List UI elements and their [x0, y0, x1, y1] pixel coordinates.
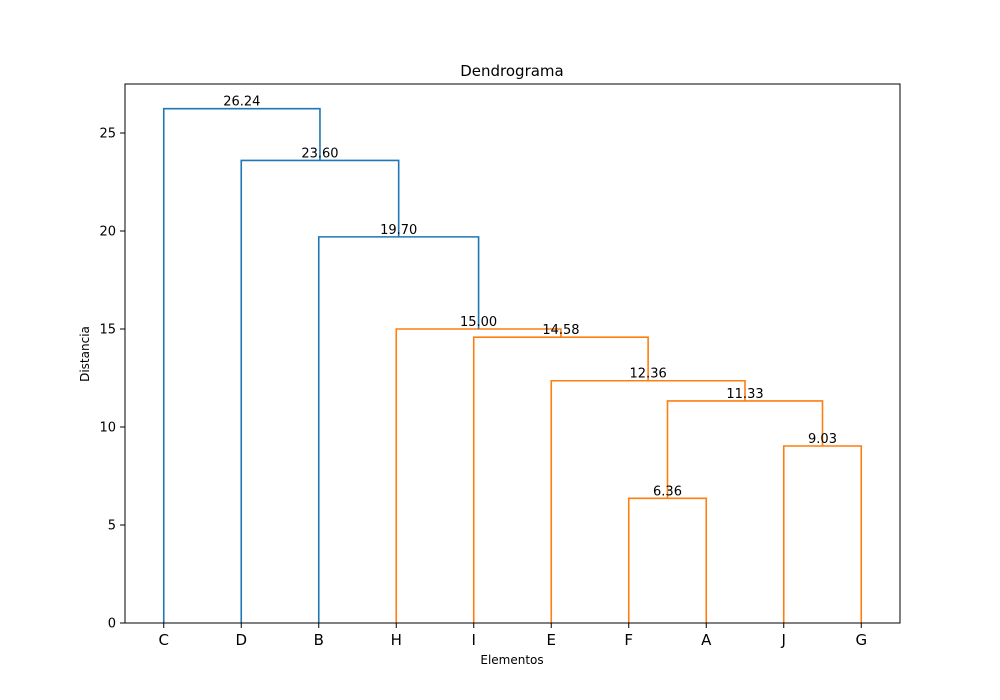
y-tick-label: 20 [99, 225, 116, 240]
merge-height-labels: 6.36 9.03 11.33 12.36 14.58 15.00 19.70 23.60 26… [223, 95, 837, 500]
leaf-label: F [624, 631, 633, 649]
dendrogram-links [162, 107, 863, 623]
leaf-label: G [855, 631, 867, 649]
merge-height-label: 9.03 [808, 432, 837, 447]
merge-height-label: 14.58 [542, 323, 579, 338]
dendrogram-link [317, 236, 480, 623]
y-tick-label: 0 [108, 617, 116, 632]
merge-height-label: 11.33 [726, 387, 763, 402]
merge-height-label: 6.36 [653, 484, 682, 499]
y-tick-label: 25 [99, 127, 116, 142]
dendrogram-link [550, 379, 746, 623]
y-tick-label: 10 [99, 421, 116, 436]
dendrogram-link [395, 328, 562, 623]
leaf-label: D [235, 631, 247, 649]
chart-title: Dendrograma [460, 62, 564, 80]
x-axis-label: Elementos [480, 653, 543, 667]
leaf-label: B [314, 631, 324, 649]
dendrogram-link [162, 107, 321, 623]
leaf-label: I [472, 631, 476, 649]
merge-height-label: 26.24 [223, 95, 260, 110]
leaf-label: E [547, 631, 556, 649]
y-tick-label: 5 [108, 519, 116, 534]
merge-height-label: 19.70 [380, 223, 417, 238]
dendrogram-link [782, 445, 863, 623]
leaf-label: H [391, 631, 402, 649]
plot-frame [124, 83, 901, 624]
leaf-label: A [701, 631, 712, 649]
y-axis: 0 5 10 15 20 25 [99, 127, 125, 632]
dendrogram-link [627, 497, 708, 623]
dendrogram-link [666, 400, 824, 499]
leaf-label: C [159, 631, 169, 649]
merge-height-label: 12.36 [630, 367, 667, 382]
y-axis-label: Distancia [78, 326, 92, 382]
y-tick-label: 15 [99, 323, 116, 338]
merge-height-label: 15.00 [460, 315, 497, 330]
leaf-label: J [781, 631, 786, 649]
dendrogram-link [240, 159, 400, 623]
merge-height-label: 23.60 [301, 146, 338, 161]
